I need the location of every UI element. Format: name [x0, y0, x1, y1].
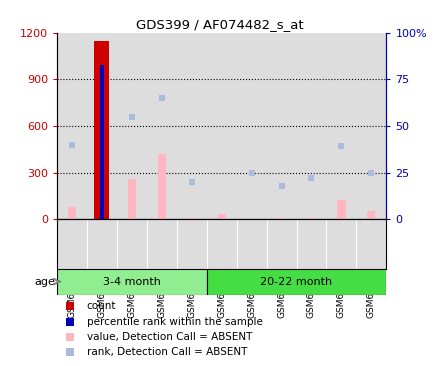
Bar: [266, 33, 296, 219]
Bar: [117, 33, 147, 219]
Text: percentile rank within the sample: percentile rank within the sample: [87, 317, 262, 326]
Text: 20-22 month: 20-22 month: [260, 277, 332, 287]
Bar: [157, 154, 166, 219]
Text: rank, Detection Call = ABSENT: rank, Detection Call = ABSENT: [87, 347, 247, 357]
Bar: [296, 33, 326, 219]
Bar: [147, 33, 177, 219]
Bar: [187, 217, 195, 219]
Bar: [307, 217, 315, 219]
Text: 3-4 month: 3-4 month: [103, 277, 160, 287]
Bar: [99, 64, 104, 219]
Bar: [206, 269, 385, 295]
Bar: [177, 33, 206, 219]
Bar: [367, 211, 374, 219]
Text: age: age: [35, 277, 56, 287]
Text: GDS399 / AF074482_s_at: GDS399 / AF074482_s_at: [135, 18, 303, 31]
Bar: [57, 269, 206, 295]
Bar: [127, 179, 136, 219]
Bar: [87, 33, 117, 219]
Bar: [277, 217, 285, 219]
Text: count: count: [87, 301, 116, 311]
Bar: [336, 201, 345, 219]
Bar: [356, 33, 385, 219]
Bar: [68, 207, 76, 219]
Bar: [236, 33, 266, 219]
Bar: [326, 33, 356, 219]
Bar: [206, 33, 236, 219]
Bar: [57, 33, 87, 219]
Bar: [94, 41, 109, 219]
Text: value, Detection Call = ABSENT: value, Detection Call = ABSENT: [87, 332, 251, 342]
Bar: [217, 214, 225, 219]
